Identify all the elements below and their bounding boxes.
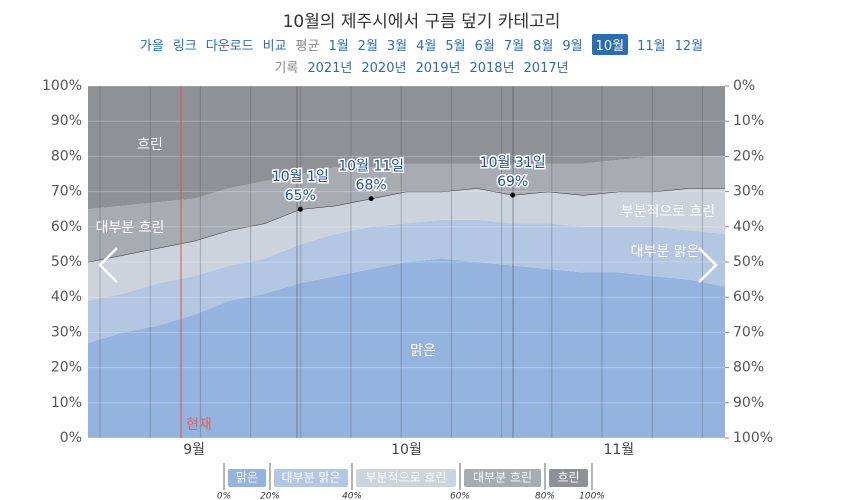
month-link[interactable]: 9월 <box>562 38 583 54</box>
month-link[interactable]: 10월 <box>591 33 629 55</box>
legend-tick-label: 100% <box>579 492 605 500</box>
nav-link[interactable]: 다운로드 <box>205 38 254 54</box>
y2-tick-label: 90% <box>733 395 764 411</box>
year-link[interactable]: 2017년 <box>523 60 569 76</box>
band-label: 부분적으로 흐린 <box>621 204 716 220</box>
annotation-dot <box>297 206 303 212</box>
legend-swatch <box>549 469 588 487</box>
record-label: 기록 <box>274 60 299 76</box>
month-link[interactable]: 6월 <box>474 38 495 54</box>
legend-label: 대부분 맑은 <box>281 471 340 485</box>
month-link[interactable]: 8월 <box>533 38 554 54</box>
y-tick-label: 70% <box>51 184 82 200</box>
y-tick-label: 60% <box>51 219 82 235</box>
area <box>88 219 725 343</box>
y-tick-label: 20% <box>51 360 82 376</box>
year-link[interactable]: 2018년 <box>469 60 515 76</box>
compare[interactable]: 비교 <box>262 38 287 54</box>
x-tick-label: 11월 <box>603 442 634 458</box>
y2-tick-label: 40% <box>733 219 764 235</box>
legend-label: 맑은 <box>236 471 258 485</box>
y-tick-label: 80% <box>51 148 82 164</box>
nav-arrow-left <box>98 247 118 283</box>
y-tick-label: 30% <box>51 324 82 340</box>
legend-label: 흐린 <box>557 471 579 485</box>
y2-tick-label: 60% <box>733 289 764 305</box>
y-tick-label: 10% <box>51 395 82 411</box>
legend-label: 부분적으로 흐린 <box>365 471 446 485</box>
legend-swatch <box>274 469 348 487</box>
annotation-dot <box>510 192 516 198</box>
average-label: 평균 <box>295 38 320 54</box>
record-row: 기록 2021년 2020년 2019년 2018년 2017년 <box>0 55 843 77</box>
nav-row: 가을 링크 다운로드 비교 평균 1월 2월 3월 4월 5월 6월 7월 8월 9월 10월 11월 12월 <box>0 33 843 55</box>
area <box>88 86 725 210</box>
annotation-value: 68% <box>356 178 387 194</box>
month-link[interactable]: 12월 <box>674 38 704 54</box>
legend-tick-label: 60% <box>450 492 470 500</box>
legend-tick-label: 40% <box>342 492 362 500</box>
band-label: 흐린 <box>137 137 163 153</box>
nav-link[interactable]: 가을 <box>139 38 164 54</box>
y2-tick-label: 80% <box>733 360 764 376</box>
year-link[interactable]: 2019년 <box>415 60 461 76</box>
nav-arrow-right <box>698 247 718 283</box>
y-tick-label: 90% <box>51 113 82 129</box>
annotation-date: 10월 1일 <box>272 169 329 185</box>
now-label: 현재 <box>186 417 212 433</box>
month-link[interactable]: 4월 <box>416 38 437 54</box>
band-label: 대부분 흐린 <box>96 220 165 236</box>
legend-tick-label: 0% <box>217 492 231 500</box>
annotation-date: 10월 11일 <box>338 159 404 175</box>
year-link[interactable]: 2021년 <box>307 60 353 76</box>
y2-tick-label: 30% <box>733 184 764 200</box>
legend-swatch <box>356 469 456 487</box>
annotation-dot <box>368 196 374 202</box>
y-tick-label: 100% <box>42 78 82 94</box>
month-link[interactable]: 11월 <box>637 38 666 54</box>
y-tick-label: 0% <box>60 430 82 446</box>
y2-tick-label: 10% <box>733 113 764 129</box>
area <box>88 188 725 301</box>
month-link[interactable]: 2월 <box>357 38 378 54</box>
month-link[interactable]: 5월 <box>445 38 466 54</box>
month-link[interactable]: 7월 <box>503 38 525 54</box>
y-tick-label: 40% <box>51 289 82 305</box>
y-tick-label: 50% <box>51 254 82 270</box>
legend-swatch <box>228 469 266 487</box>
header: 10월의 제주시에서 구름 덮기 카테고리 가을 링크 다운로드 비교 평균 1월 2월 3월… <box>0 0 843 77</box>
area <box>88 258 725 438</box>
band-label: 맑은 <box>410 343 436 359</box>
annotation-value: 69% <box>497 174 528 190</box>
legend-swatch <box>464 469 541 487</box>
legend-tick-label: 80% <box>535 492 555 500</box>
annotation-value: 65% <box>285 188 316 204</box>
title: 10월의 제주시에서 구름 덮기 카테고리 <box>282 12 561 32</box>
y2-tick-label: 0% <box>733 78 755 94</box>
y2-tick-label: 100% <box>733 430 773 446</box>
annotation-date: 10월 31일 <box>480 155 546 171</box>
y2-tick-label: 70% <box>733 324 764 340</box>
nav-link[interactable]: 링크 <box>172 38 197 54</box>
legend-tick-label: 20% <box>260 492 280 500</box>
x-tick-label: 9월 <box>183 442 205 458</box>
y2-tick-label: 20% <box>733 148 764 164</box>
x-tick-label: 10월 <box>391 442 422 458</box>
legend-label: 대부분 흐린 <box>473 471 532 485</box>
band-label: 대부분 맑은 <box>631 244 700 260</box>
area <box>88 156 725 262</box>
y2-tick-label: 50% <box>733 254 764 270</box>
month-link[interactable]: 1월 <box>328 38 349 54</box>
year-link[interactable]: 2020년 <box>361 60 407 76</box>
month-link[interactable]: 3월 <box>386 38 408 54</box>
